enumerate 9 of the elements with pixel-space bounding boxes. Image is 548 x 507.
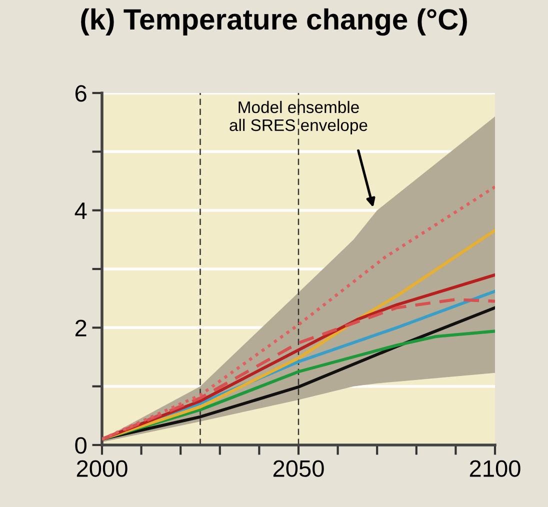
y-tick-label: 4: [74, 202, 87, 219]
x-tick-label: 2050: [273, 460, 324, 477]
x-tick-label: 2100: [470, 460, 520, 477]
y-tick-label: 0: [75, 437, 86, 454]
y-tick-label: 6: [75, 85, 86, 102]
chart-title: (k) Temperature change (°C): [81, 8, 467, 36]
annotation: Model ensemble all SRES envelope: [230, 100, 368, 134]
x-tick-label: 2000: [76, 460, 128, 477]
y-tick-label: 2: [75, 320, 86, 336]
